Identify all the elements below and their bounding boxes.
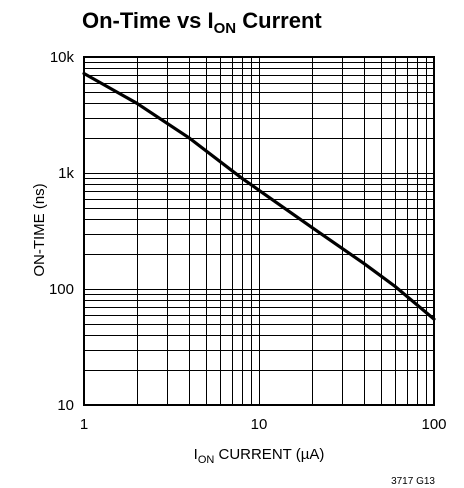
y-tick-label: 10k bbox=[50, 49, 75, 66]
y-tick-labels: 10 100 1k 10k bbox=[49, 49, 75, 414]
y-tick-label: 1k bbox=[58, 165, 74, 182]
x-tick-label: 1 bbox=[80, 416, 88, 433]
x-axis-label-subscript: ON bbox=[198, 454, 215, 466]
x-axis-label-main: I bbox=[194, 446, 198, 463]
plot-frame bbox=[83, 56, 435, 406]
chart-title-subscript: ON bbox=[214, 20, 237, 37]
y-tick-label: 100 bbox=[49, 281, 74, 298]
y-tick-label: 10 bbox=[57, 397, 74, 414]
figure-id: 3717 G13 bbox=[391, 476, 435, 487]
x-tick-labels: 1 10 100 bbox=[80, 416, 447, 433]
x-tick-label: 100 bbox=[421, 416, 446, 433]
chart-title: On-Time vs ION Current bbox=[82, 8, 322, 37]
chart-title-main: On-Time vs I bbox=[82, 8, 214, 33]
chart-title-tail: Current bbox=[236, 8, 322, 33]
x-tick-label: 10 bbox=[251, 416, 268, 433]
y-axis-label: ON-TIME (ns) bbox=[31, 183, 48, 276]
series-layer bbox=[82, 71, 436, 321]
x-axis-label: ION CURRENT (µA) bbox=[194, 446, 325, 466]
series-line bbox=[82, 71, 436, 321]
x-axis-label-tail: CURRENT (µA) bbox=[214, 446, 324, 463]
plot-grid bbox=[84, 57, 434, 405]
